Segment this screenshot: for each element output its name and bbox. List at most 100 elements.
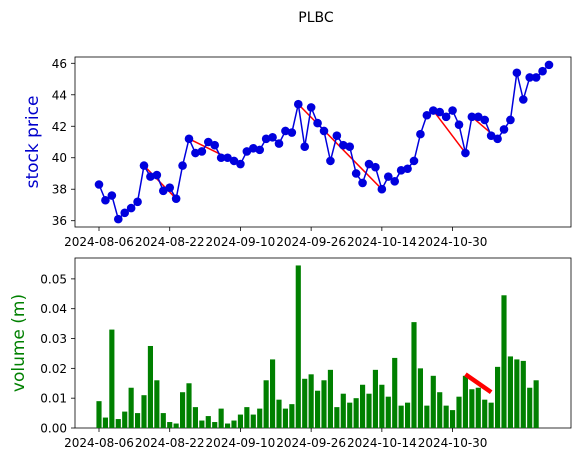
price-point (326, 156, 335, 166)
volume-bar (527, 387, 533, 428)
volume-x-tick-label: 2024-09-26 (276, 436, 346, 450)
volume-bar (218, 408, 224, 428)
volume-bar (192, 407, 198, 428)
price-point (416, 129, 425, 139)
price-point (171, 194, 181, 203)
price-point (242, 147, 252, 156)
price-point (139, 161, 149, 170)
price-point (261, 134, 271, 144)
price-point (499, 125, 509, 134)
volume-bar (392, 357, 398, 428)
price-point (428, 106, 438, 115)
volume-y-tick-label: 0.01 (40, 392, 67, 406)
volume-bar (289, 404, 295, 428)
volume-bar (231, 420, 237, 428)
volume-bar (462, 375, 468, 428)
volume-bar (385, 396, 391, 428)
price-point (101, 195, 110, 205)
price-series (94, 60, 554, 224)
price-point (293, 99, 303, 109)
volume-bar (154, 380, 160, 428)
volume-trend-line (464, 372, 493, 395)
price-y-tick-label: 36 (52, 214, 67, 228)
volume-y-tick-label: 0.02 (40, 362, 67, 376)
volume-bar (225, 423, 231, 428)
volume-bar (102, 417, 108, 428)
volume-bar (424, 405, 430, 428)
volume-bar (456, 396, 462, 428)
price-point (287, 128, 297, 137)
price-point (223, 153, 232, 163)
volume-y-axis: 0.00 0.01 0.02 0.03 0.04 0.05 (40, 272, 75, 436)
price-point (531, 73, 541, 82)
price-point (107, 191, 117, 200)
price-point (120, 208, 130, 218)
volume-bar (302, 378, 308, 428)
price-point (461, 148, 470, 158)
price-point (358, 178, 367, 188)
volume-bar (417, 368, 423, 428)
volume-bar (372, 369, 378, 428)
volume-y-tick-label: 0.00 (40, 422, 67, 436)
price-x-tick-label: 2024-08-22 (135, 235, 205, 249)
price-point (467, 112, 477, 122)
volume-bar (450, 410, 456, 428)
volume-bar (533, 380, 539, 428)
price-point (364, 159, 374, 169)
volume-bar (514, 359, 520, 428)
price-point (300, 142, 310, 152)
volume-x-tick-label: 2024-08-06 (64, 436, 134, 450)
volume-y-tick-label: 0.04 (40, 302, 67, 316)
volume-bar (366, 393, 372, 428)
volume-bar (308, 374, 314, 428)
price-point (306, 103, 316, 112)
price-point (133, 197, 142, 207)
volume-bar (501, 295, 507, 428)
price-point (473, 112, 483, 122)
price-point (216, 153, 226, 163)
price-point (435, 107, 445, 117)
volume-bar (360, 384, 366, 428)
price-y-tick-label: 38 (52, 183, 67, 197)
price-point (197, 147, 207, 156)
price-point (403, 164, 412, 174)
volume-bar (237, 414, 243, 428)
price-point (345, 142, 355, 152)
volume-y-label: volume (m) (9, 294, 29, 392)
volume-x-tick-label: 2024-10-30 (418, 436, 488, 450)
volume-bar (212, 422, 218, 428)
volume-x-axis: 2024-08-06 2024-08-22 2024-09-10 2024-09-26… (64, 428, 487, 450)
price-point (184, 134, 194, 144)
price-point (113, 214, 123, 224)
volume-bar (443, 405, 449, 428)
price-point (518, 95, 528, 104)
price-trend-line (432, 110, 467, 154)
volume-bar (128, 387, 134, 428)
price-point (390, 177, 400, 186)
volume-x-tick-label: 2024-09-10 (206, 436, 276, 450)
volume-bar (334, 407, 340, 428)
volume-bar (250, 414, 256, 428)
price-point (94, 180, 104, 189)
volume-bar (205, 416, 211, 428)
price-point (178, 161, 187, 170)
price-x-tick-label: 2024-10-14 (347, 235, 417, 249)
price-point (313, 118, 322, 128)
price-point (248, 143, 258, 153)
price-point (236, 159, 245, 169)
price-point (281, 126, 290, 136)
price-y-axis: 36 38 40 42 44 46 (52, 57, 75, 228)
price-point (146, 172, 155, 181)
volume-trend-lines (464, 372, 493, 395)
price-point (396, 166, 406, 175)
volume-bar (122, 411, 128, 428)
price-point (165, 183, 175, 192)
volume-bar (115, 419, 121, 428)
volume-bar (411, 322, 417, 428)
volume-chart: 0.000.010.020.030.040.05 2024-08-06 2024-… (9, 257, 572, 450)
price-y-tick-label: 40 (52, 151, 67, 165)
volume-y-tick-label: 0.03 (40, 332, 67, 346)
price-point (203, 137, 213, 147)
volume-bar (469, 389, 475, 428)
volume-bar (167, 422, 173, 428)
